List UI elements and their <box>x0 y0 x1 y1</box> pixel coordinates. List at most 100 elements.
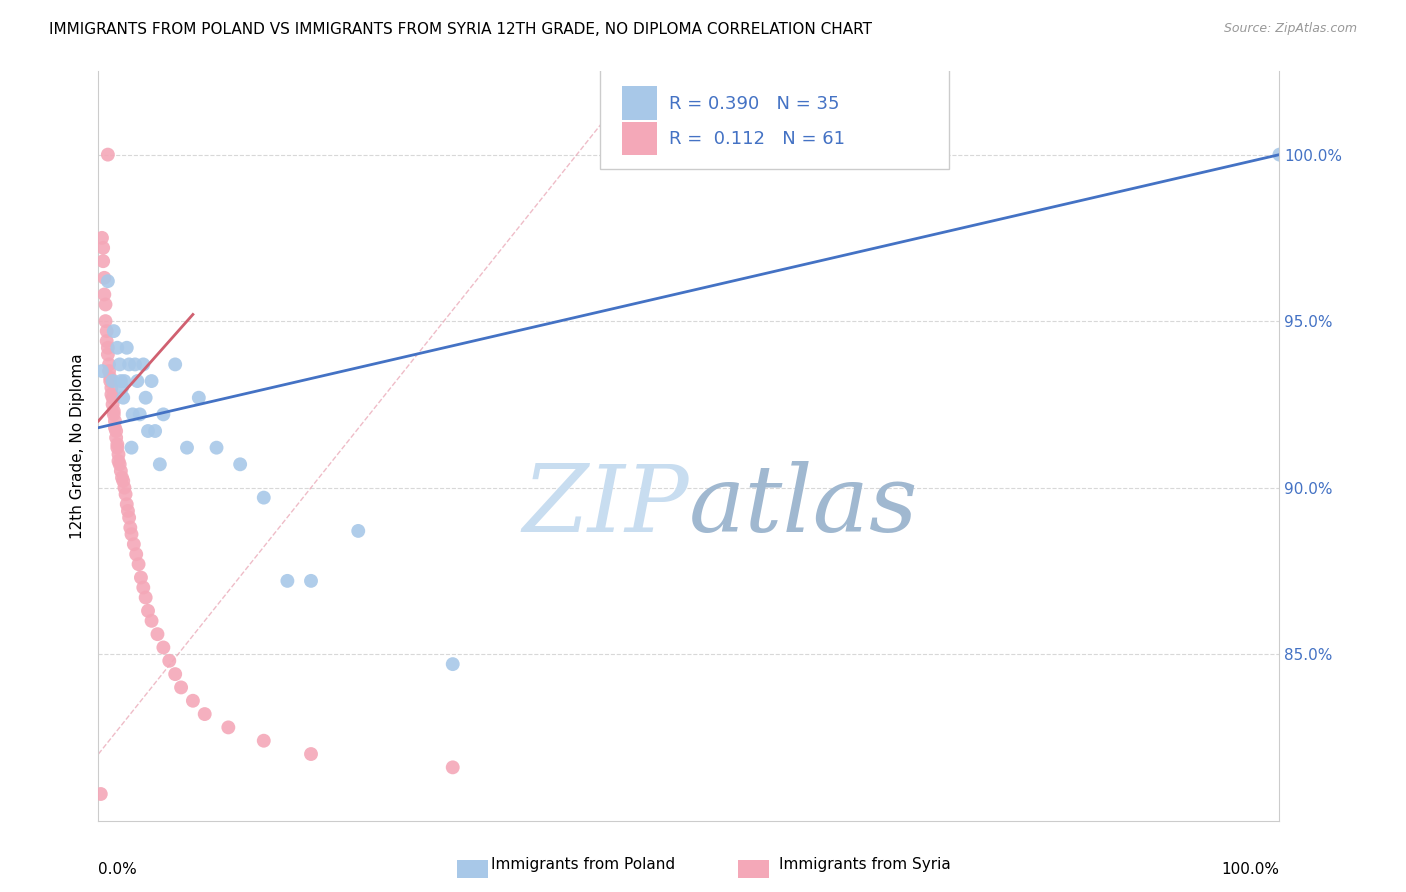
Point <box>96 334 118 348</box>
Point <box>98 374 121 388</box>
Point <box>170 681 193 695</box>
Point <box>103 408 125 422</box>
Point <box>91 254 114 268</box>
Text: Immigrants from Poland: Immigrants from Poland <box>492 857 675 872</box>
Point <box>118 510 141 524</box>
Point <box>112 391 135 405</box>
Point <box>108 358 131 372</box>
Point <box>132 358 155 372</box>
Point <box>93 287 115 301</box>
Point <box>110 374 132 388</box>
Point <box>90 787 112 801</box>
Point <box>141 374 163 388</box>
Text: 100.0%: 100.0% <box>1222 862 1279 877</box>
Point <box>94 314 117 328</box>
Point <box>149 458 172 472</box>
Point <box>176 441 198 455</box>
Point <box>115 341 138 355</box>
Point <box>121 527 143 541</box>
Point <box>100 387 122 401</box>
Point <box>112 374 135 388</box>
Point <box>125 547 148 561</box>
Point <box>127 374 149 388</box>
FancyBboxPatch shape <box>600 68 949 169</box>
Text: Source: ZipAtlas.com: Source: ZipAtlas.com <box>1223 22 1357 36</box>
Point <box>117 504 139 518</box>
Point <box>165 667 187 681</box>
Point <box>91 364 114 378</box>
Point <box>136 604 159 618</box>
FancyBboxPatch shape <box>621 121 657 155</box>
Point <box>94 297 117 311</box>
Text: atlas: atlas <box>689 461 918 551</box>
Point <box>276 574 298 588</box>
Point <box>136 424 159 438</box>
Point <box>105 431 128 445</box>
Point <box>93 270 115 285</box>
Text: 0.0%: 0.0% <box>98 862 138 877</box>
Point <box>110 464 132 478</box>
Point <box>101 374 124 388</box>
Point <box>107 454 129 468</box>
Point <box>97 147 120 161</box>
Point <box>98 370 121 384</box>
Point <box>229 458 252 472</box>
Point <box>107 447 129 461</box>
Point <box>104 420 127 434</box>
Point <box>299 747 322 761</box>
Point <box>253 491 276 505</box>
Point <box>121 441 143 455</box>
Point <box>103 324 125 338</box>
Point <box>104 414 127 428</box>
Point <box>101 391 124 405</box>
Text: Immigrants from Syria: Immigrants from Syria <box>779 857 950 872</box>
Text: ZIP: ZIP <box>522 461 689 551</box>
Point <box>135 591 157 605</box>
Point <box>253 733 276 747</box>
Point <box>205 441 228 455</box>
Point <box>1268 147 1291 161</box>
Point <box>98 364 121 378</box>
Point <box>105 341 128 355</box>
Point <box>115 497 138 511</box>
Point <box>96 324 118 338</box>
Point <box>152 408 174 422</box>
Point <box>112 481 135 495</box>
Point <box>97 347 120 361</box>
Point <box>97 341 120 355</box>
Point <box>91 231 114 245</box>
Point <box>143 424 166 438</box>
Point <box>441 657 464 672</box>
Point <box>347 524 370 538</box>
Point <box>120 520 142 534</box>
Y-axis label: 12th Grade, No Diploma: 12th Grade, No Diploma <box>70 353 86 539</box>
Text: IMMIGRANTS FROM POLAND VS IMMIGRANTS FROM SYRIA 12TH GRADE, NO DIPLOMA CORRELATI: IMMIGRANTS FROM POLAND VS IMMIGRANTS FRO… <box>49 22 872 37</box>
Point <box>114 487 136 501</box>
Point <box>105 424 128 438</box>
Point <box>98 358 121 372</box>
Point <box>187 391 209 405</box>
Text: R =  0.112   N = 61: R = 0.112 N = 61 <box>669 130 845 148</box>
Point <box>118 358 141 372</box>
Point <box>103 404 125 418</box>
Point <box>97 274 120 288</box>
Point <box>152 640 174 655</box>
Point <box>105 437 128 451</box>
Point <box>101 397 124 411</box>
Point <box>124 358 146 372</box>
Point <box>122 537 145 551</box>
Point <box>181 694 204 708</box>
Point <box>129 570 152 584</box>
Point <box>128 558 150 572</box>
Point <box>111 470 134 484</box>
Point <box>128 408 150 422</box>
Point <box>91 241 114 255</box>
Point <box>299 574 322 588</box>
Point <box>100 381 122 395</box>
Point <box>146 627 169 641</box>
Point <box>157 654 180 668</box>
Point <box>112 474 135 488</box>
Point <box>194 707 217 722</box>
Point <box>111 381 134 395</box>
Point <box>121 408 143 422</box>
